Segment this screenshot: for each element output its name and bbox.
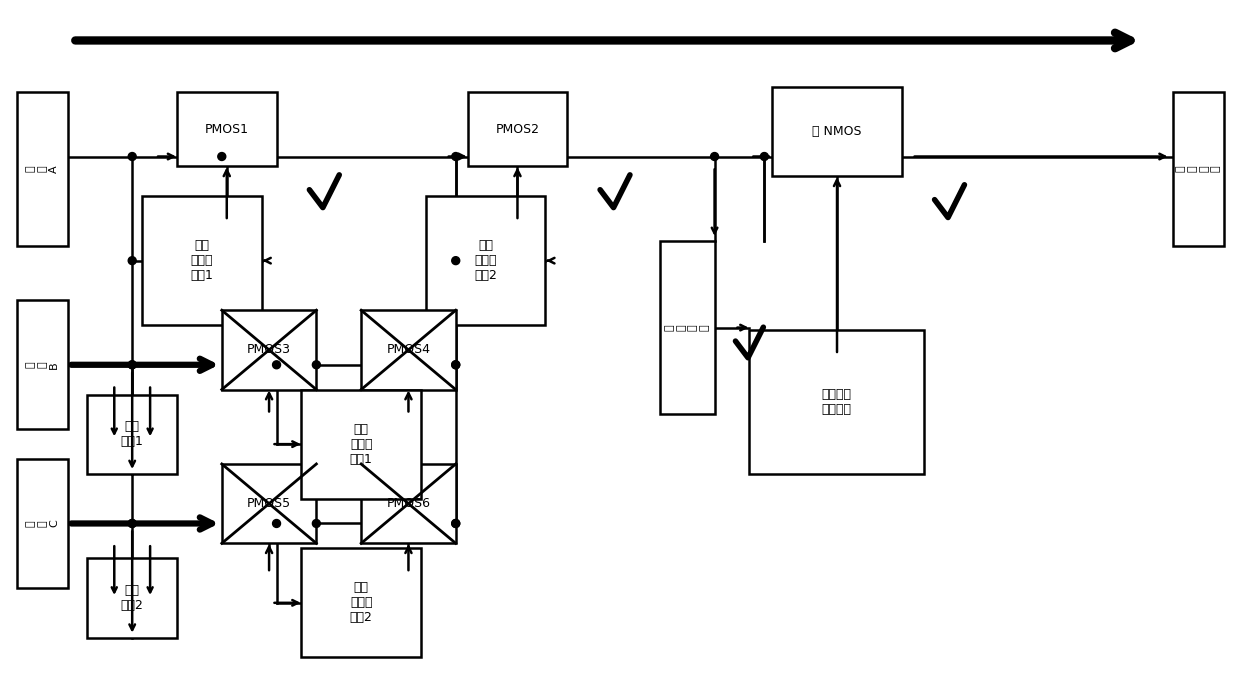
Text: PMOS1: PMOS1 — [204, 123, 249, 136]
Text: 互锁
防倒灌
电路1: 互锁 防倒灌 电路1 — [349, 422, 373, 466]
Circle shape — [128, 519, 136, 527]
Circle shape — [452, 519, 460, 527]
FancyBboxPatch shape — [772, 87, 902, 176]
Text: PMOS2: PMOS2 — [496, 123, 539, 136]
FancyBboxPatch shape — [88, 395, 177, 474]
Circle shape — [312, 361, 321, 369]
FancyBboxPatch shape — [750, 330, 923, 474]
FancyBboxPatch shape — [177, 92, 276, 166]
Circle shape — [218, 153, 225, 161]
FancyBboxPatch shape — [426, 196, 545, 325]
FancyBboxPatch shape — [301, 549, 421, 658]
FancyBboxPatch shape — [361, 311, 456, 390]
Text: PMOS5: PMOS5 — [247, 497, 291, 510]
Text: 互锁
防倒灌
电路2: 互锁 防倒灌 电路2 — [349, 581, 373, 624]
FancyBboxPatch shape — [88, 558, 177, 637]
Text: 采
样
电
路: 采 样 电 路 — [665, 324, 710, 331]
Text: 互锁
电路1: 互锁 电路1 — [120, 420, 144, 448]
Circle shape — [452, 153, 460, 161]
Circle shape — [128, 257, 136, 264]
Circle shape — [711, 153, 719, 161]
Text: 电
源
A: 电 源 A — [26, 165, 59, 173]
FancyBboxPatch shape — [1172, 92, 1224, 245]
FancyBboxPatch shape — [16, 459, 68, 588]
Circle shape — [128, 361, 136, 369]
Circle shape — [128, 153, 136, 161]
Text: 电
源
C: 电 源 C — [26, 519, 59, 527]
FancyBboxPatch shape — [222, 311, 316, 390]
Circle shape — [128, 361, 136, 369]
Circle shape — [452, 257, 460, 264]
Text: PMOS3: PMOS3 — [247, 344, 291, 357]
Text: 电
源
输
出: 电 源 输 出 — [1176, 165, 1220, 172]
Circle shape — [452, 361, 460, 369]
Text: PMOS6: PMOS6 — [387, 497, 430, 510]
Text: 双 NMOS: 双 NMOS — [813, 125, 862, 138]
FancyBboxPatch shape — [301, 390, 421, 499]
Text: PMOS4: PMOS4 — [387, 344, 430, 357]
FancyBboxPatch shape — [16, 92, 68, 245]
Circle shape — [452, 361, 460, 369]
Text: 互锁
电路2: 互锁 电路2 — [120, 584, 144, 612]
Circle shape — [273, 519, 280, 527]
FancyBboxPatch shape — [16, 300, 68, 429]
FancyBboxPatch shape — [222, 464, 316, 543]
FancyBboxPatch shape — [361, 464, 456, 543]
Circle shape — [761, 153, 768, 161]
Text: 自锁
防倒灌
电路1: 自锁 防倒灌 电路1 — [191, 239, 213, 282]
Circle shape — [452, 519, 460, 527]
Circle shape — [128, 519, 136, 527]
FancyBboxPatch shape — [660, 241, 715, 414]
Circle shape — [312, 519, 321, 527]
Text: 自锁
防倒灌
电路2: 自锁 防倒灌 电路2 — [475, 239, 497, 282]
Circle shape — [273, 361, 280, 369]
Text: 欠、过压
保护电路: 欠、过压 保护电路 — [821, 388, 851, 416]
FancyBboxPatch shape — [467, 92, 567, 166]
Text: 电
源
B: 电 源 B — [26, 361, 59, 369]
FancyBboxPatch shape — [142, 196, 261, 325]
